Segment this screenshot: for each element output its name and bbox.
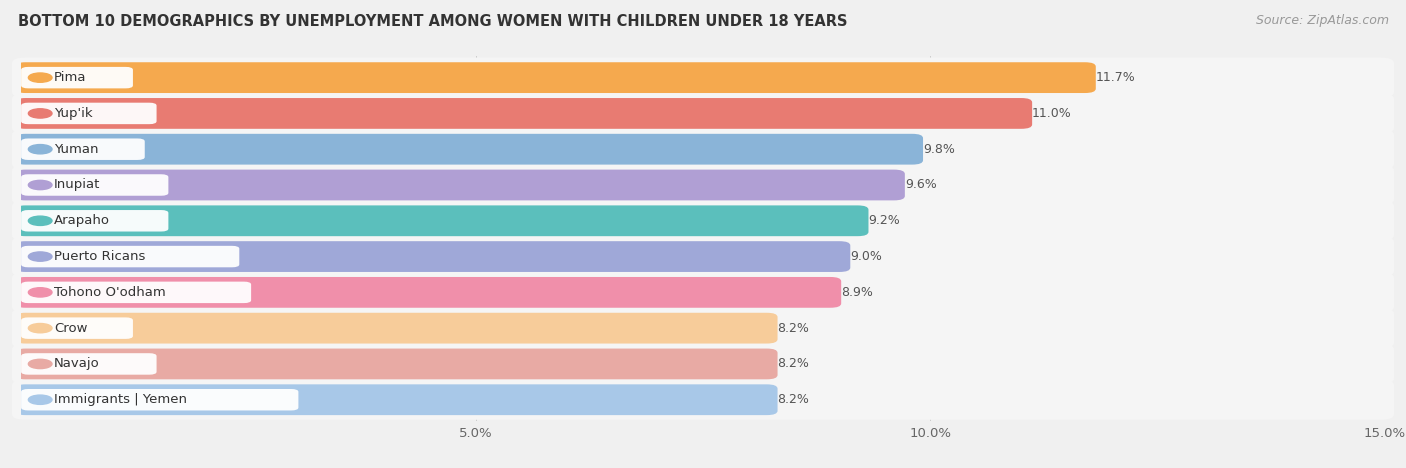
Circle shape	[28, 180, 52, 190]
Text: Immigrants | Yemen: Immigrants | Yemen	[53, 393, 187, 406]
Text: 9.8%: 9.8%	[922, 143, 955, 156]
FancyBboxPatch shape	[13, 344, 1393, 384]
Circle shape	[28, 73, 52, 82]
Text: 11.7%: 11.7%	[1095, 71, 1136, 84]
Text: 9.2%: 9.2%	[869, 214, 900, 227]
Circle shape	[28, 145, 52, 154]
Circle shape	[28, 323, 52, 333]
Text: 8.9%: 8.9%	[841, 286, 873, 299]
FancyBboxPatch shape	[13, 94, 1393, 133]
FancyBboxPatch shape	[14, 277, 841, 308]
Text: Crow: Crow	[53, 322, 87, 335]
Text: Arapaho: Arapaho	[53, 214, 110, 227]
Text: Pima: Pima	[53, 71, 86, 84]
FancyBboxPatch shape	[21, 139, 145, 160]
FancyBboxPatch shape	[13, 58, 1393, 98]
Text: 9.0%: 9.0%	[851, 250, 882, 263]
Text: Inupiat: Inupiat	[53, 178, 100, 191]
FancyBboxPatch shape	[21, 67, 134, 88]
FancyBboxPatch shape	[14, 349, 778, 380]
FancyBboxPatch shape	[13, 201, 1393, 241]
Text: 8.2%: 8.2%	[778, 358, 810, 371]
Text: Source: ZipAtlas.com: Source: ZipAtlas.com	[1256, 14, 1389, 27]
Circle shape	[28, 216, 52, 226]
Text: 11.0%: 11.0%	[1032, 107, 1071, 120]
FancyBboxPatch shape	[14, 62, 1095, 93]
FancyBboxPatch shape	[13, 129, 1393, 169]
Text: Tohono O'odham: Tohono O'odham	[53, 286, 166, 299]
FancyBboxPatch shape	[21, 210, 169, 232]
FancyBboxPatch shape	[13, 236, 1393, 277]
FancyBboxPatch shape	[14, 169, 905, 200]
FancyBboxPatch shape	[21, 317, 134, 339]
Text: 8.2%: 8.2%	[778, 393, 810, 406]
FancyBboxPatch shape	[13, 380, 1393, 420]
FancyBboxPatch shape	[14, 313, 778, 344]
Text: Navajo: Navajo	[53, 358, 100, 371]
FancyBboxPatch shape	[21, 389, 298, 410]
Circle shape	[28, 252, 52, 261]
Circle shape	[28, 288, 52, 297]
Circle shape	[28, 109, 52, 118]
FancyBboxPatch shape	[21, 282, 252, 303]
Circle shape	[28, 359, 52, 369]
FancyBboxPatch shape	[13, 165, 1393, 205]
FancyBboxPatch shape	[14, 241, 851, 272]
Text: Yup'ik: Yup'ik	[53, 107, 93, 120]
FancyBboxPatch shape	[21, 246, 239, 267]
Text: 8.2%: 8.2%	[778, 322, 810, 335]
FancyBboxPatch shape	[13, 272, 1393, 313]
FancyBboxPatch shape	[14, 205, 869, 236]
FancyBboxPatch shape	[13, 308, 1393, 348]
FancyBboxPatch shape	[21, 174, 169, 196]
Text: Puerto Ricans: Puerto Ricans	[53, 250, 145, 263]
FancyBboxPatch shape	[14, 98, 1032, 129]
Circle shape	[28, 395, 52, 404]
FancyBboxPatch shape	[14, 134, 922, 165]
FancyBboxPatch shape	[21, 353, 156, 375]
Text: Yuman: Yuman	[53, 143, 98, 156]
Text: 9.6%: 9.6%	[905, 178, 936, 191]
Text: BOTTOM 10 DEMOGRAPHICS BY UNEMPLOYMENT AMONG WOMEN WITH CHILDREN UNDER 18 YEARS: BOTTOM 10 DEMOGRAPHICS BY UNEMPLOYMENT A…	[18, 14, 848, 29]
FancyBboxPatch shape	[21, 102, 156, 124]
FancyBboxPatch shape	[14, 384, 778, 415]
